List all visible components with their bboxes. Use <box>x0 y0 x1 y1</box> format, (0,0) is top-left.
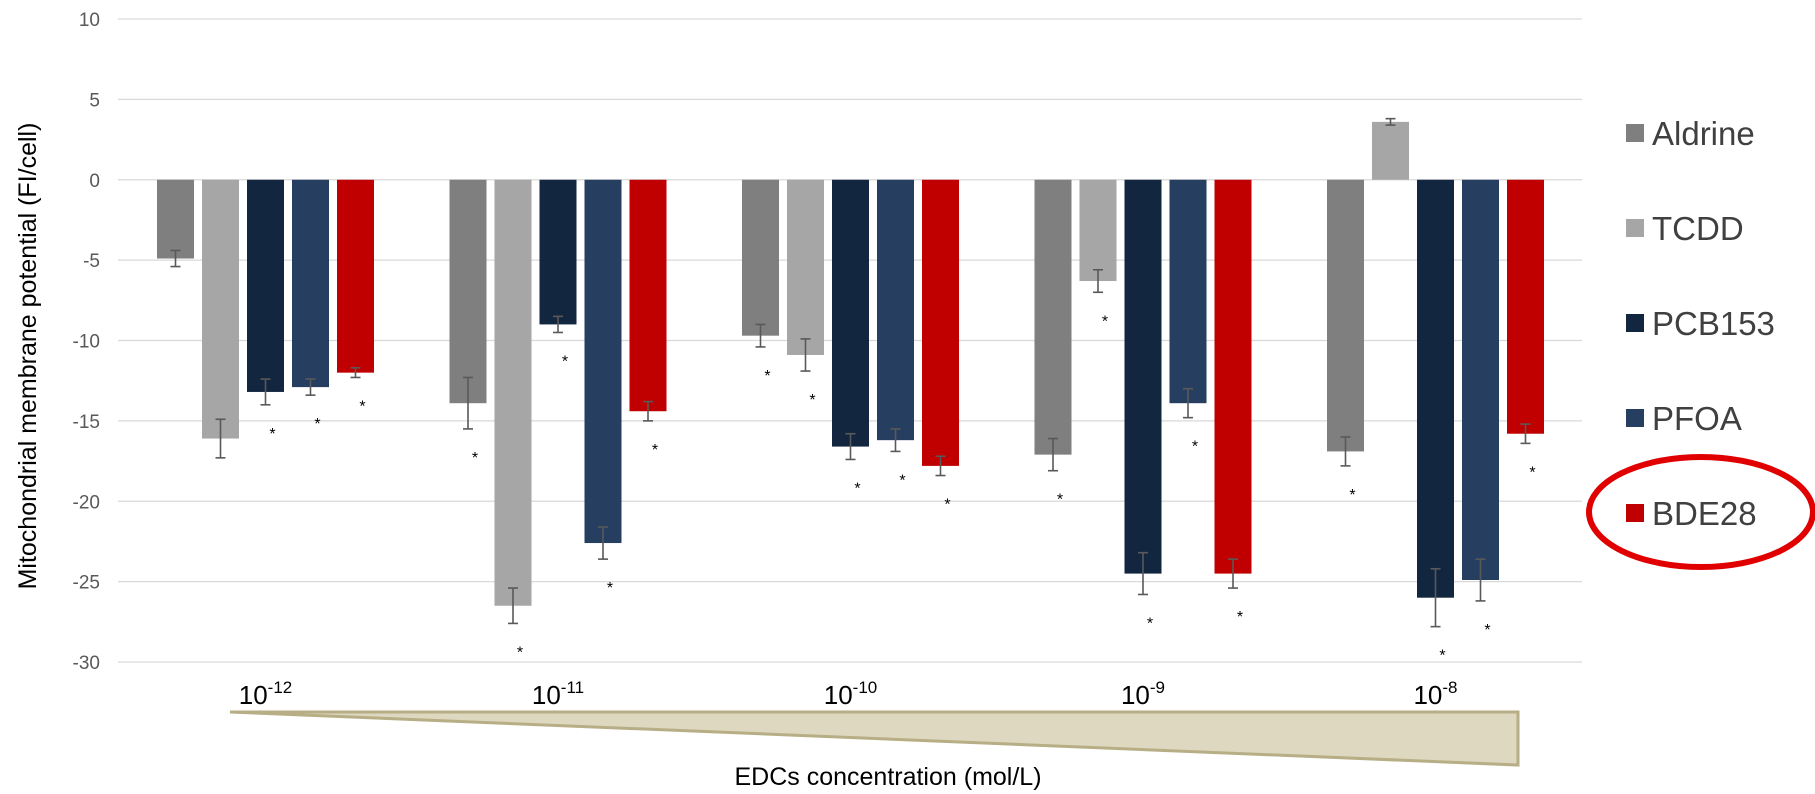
bar-pcb153 <box>539 179 577 325</box>
concentration-wedge <box>229 710 1520 767</box>
legend-label-pfoa: PFOA <box>1652 400 1742 437</box>
significance-star: * <box>359 398 365 415</box>
legend-swatch-pcb153 <box>1626 314 1644 332</box>
bars <box>157 121 1544 606</box>
category-label: 10-10 <box>824 678 878 710</box>
significance-star: * <box>1529 464 1535 481</box>
bar-pcb153 <box>1417 179 1454 598</box>
significance-star: * <box>607 580 613 597</box>
legend-swatch-pfoa <box>1626 409 1644 427</box>
legend-label-bde28: BDE28 <box>1652 495 1757 532</box>
bar-bde28 <box>1214 179 1252 574</box>
bar-pfoa <box>1462 179 1499 581</box>
significance-star: * <box>1484 622 1490 639</box>
category-label: 10-12 <box>239 678 293 710</box>
significance-star: * <box>1192 439 1198 456</box>
bar-pcb153 <box>832 179 869 447</box>
bar-aldrine <box>742 179 779 336</box>
bar-bde28 <box>629 179 667 412</box>
significance-star: * <box>1147 615 1153 632</box>
significance-star: * <box>809 392 815 409</box>
legend-swatch-tcdd <box>1626 219 1644 237</box>
significance-star: * <box>1439 648 1445 665</box>
y-tick-label: -30 <box>73 653 100 674</box>
legend-label-aldrine: Aldrine <box>1652 115 1755 152</box>
bar-tcdd <box>494 179 532 606</box>
significance-star: * <box>899 472 905 489</box>
significance-star: * <box>269 426 275 443</box>
bar-aldrine <box>449 179 487 404</box>
category-label: 10-8 <box>1413 678 1457 710</box>
bar-bde28 <box>1507 179 1544 434</box>
bar-tcdd <box>202 179 239 439</box>
bar-bde28 <box>337 179 374 373</box>
legend-swatch-bde28 <box>1626 504 1644 522</box>
bar-pfoa <box>877 179 914 441</box>
category-label: 10-11 <box>532 678 584 710</box>
significance-star: * <box>472 450 478 467</box>
x-axis-title: EDCs concentration (mol/L) <box>734 763 1041 791</box>
bar-aldrine <box>1034 179 1072 455</box>
bar-tcdd <box>1079 179 1117 282</box>
bar-pcb153 <box>1124 179 1162 574</box>
error-bars <box>170 117 1531 628</box>
significance-star: * <box>1102 313 1108 330</box>
significance-star: * <box>944 497 950 514</box>
category-label: 10-9 <box>1121 678 1165 710</box>
legend-label-tcdd: TCDD <box>1652 210 1744 247</box>
y-axis-title: Mitochondrial membrane potential (FI/cel… <box>14 123 42 590</box>
y-tick-label: -25 <box>73 573 100 594</box>
category-labels: 10-12 10-11 10-10 10-9 10-8 <box>239 678 1458 710</box>
legend: Aldrine TCDD PCB153 PFOA BDE28 <box>1626 115 1775 532</box>
highlight-ellipse <box>1586 454 1815 570</box>
significance-star: * <box>562 353 568 370</box>
significance-star: * <box>652 442 658 459</box>
significance-star: * <box>854 480 860 497</box>
bar-pfoa <box>584 179 622 544</box>
legend-swatch-aldrine <box>1626 124 1644 142</box>
bar-pfoa <box>292 179 329 388</box>
bar-bde28 <box>922 179 959 466</box>
significance-star: * <box>1237 609 1243 626</box>
y-tick-label: -20 <box>73 492 100 513</box>
legend-label-pcb153: PCB153 <box>1652 305 1775 342</box>
significance-markers: * * * * * * * * * * * * * * * * * * * * * * <box>269 313 1535 664</box>
bar-aldrine <box>1327 179 1364 452</box>
y-tick-label: 10 <box>79 10 100 31</box>
bar-aldrine <box>157 179 194 259</box>
bar-pcb153 <box>247 179 284 392</box>
y-tick-label: -5 <box>83 251 100 272</box>
bar-tcdd <box>787 179 824 355</box>
bar-pfoa <box>1169 179 1207 404</box>
significance-star: * <box>1349 487 1355 504</box>
significance-star: * <box>314 416 320 433</box>
y-tick-labels: 10 5 0 -5 -10 -15 -20 -25 -30 <box>73 10 100 674</box>
significance-star: * <box>517 644 523 661</box>
y-tick-label: 5 <box>89 90 100 111</box>
y-tick-label: 0 <box>89 171 100 192</box>
significance-star: * <box>1057 492 1063 509</box>
y-tick-label: -15 <box>73 412 100 433</box>
y-tick-label: -10 <box>73 332 100 353</box>
significance-star: * <box>764 368 770 385</box>
bar-tcdd <box>1372 121 1409 180</box>
